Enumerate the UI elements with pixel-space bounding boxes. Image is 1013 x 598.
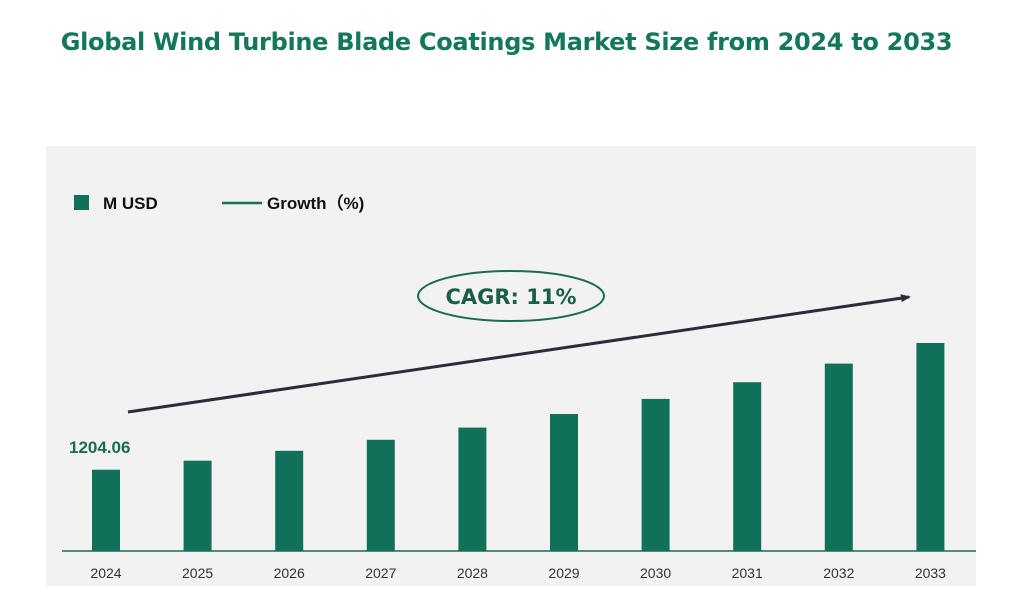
x-tick-2026: 2026 xyxy=(274,565,305,581)
bar-2024 xyxy=(92,469,120,551)
bar-2033 xyxy=(916,343,945,551)
x-tick-2031: 2031 xyxy=(732,565,763,581)
x-tick-2024: 2024 xyxy=(90,565,121,581)
value-label-2024: 1204.06 xyxy=(69,438,130,457)
x-tick-2032: 2032 xyxy=(823,565,854,581)
bar-2027 xyxy=(366,439,395,551)
x-axis-ticks: 2024 2025 2026 2027 2028 2029 2030 2031 2032 2033 xyxy=(90,565,946,581)
x-tick-2028: 2028 xyxy=(457,565,488,581)
legend-label-musd: M USD xyxy=(103,194,158,213)
bar-2029 xyxy=(550,414,578,551)
bar-2025 xyxy=(183,460,212,551)
bar-2030 xyxy=(641,398,670,551)
cagr-label: CAGR: 11% xyxy=(445,285,576,309)
bar-2026 xyxy=(275,450,304,551)
legend-swatch-bar xyxy=(74,195,89,210)
bar-2032 xyxy=(824,363,853,551)
x-tick-2025: 2025 xyxy=(182,565,213,581)
legend-label-growth: Growth（%) xyxy=(267,193,364,213)
cagr-ellipse xyxy=(417,270,605,322)
bar-2031 xyxy=(733,382,762,551)
x-tick-2027: 2027 xyxy=(365,565,396,581)
bars-group xyxy=(92,343,945,551)
x-tick-2033: 2033 xyxy=(915,565,946,581)
x-tick-2030: 2030 xyxy=(640,565,671,581)
x-tick-2029: 2029 xyxy=(548,565,579,581)
chart-title: Global Wind Turbine Blade Coatings Marke… xyxy=(60,28,953,56)
bar-2028 xyxy=(458,427,487,551)
trend-arrow xyxy=(127,294,911,414)
